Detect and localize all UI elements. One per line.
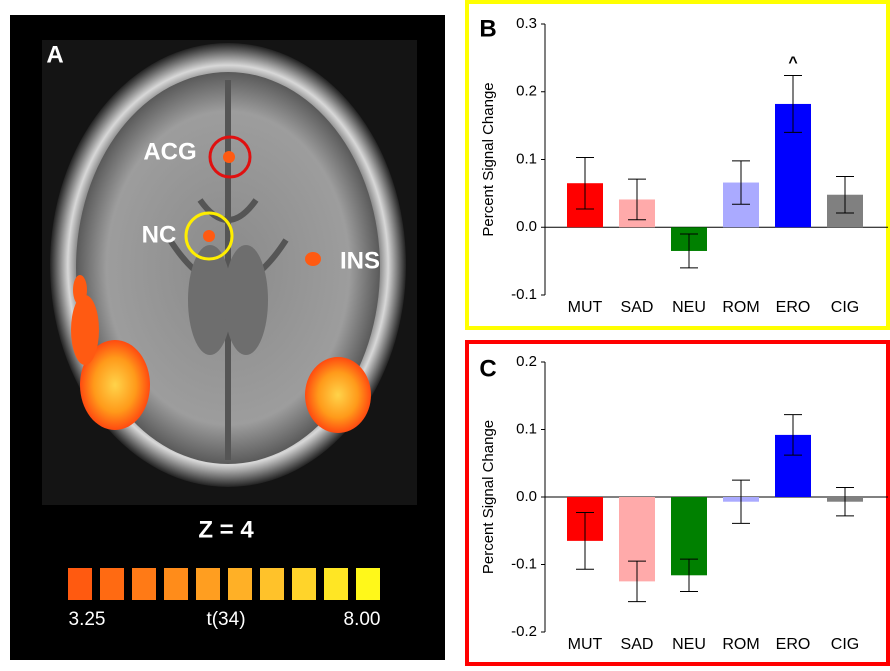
y-tick-label: -0.2	[511, 623, 537, 640]
activation-blob	[73, 275, 87, 305]
y-tick-label: 0.0	[516, 488, 537, 505]
x-tick-label: ERO	[776, 299, 811, 316]
activation-blob	[223, 151, 235, 163]
panel-label: A	[46, 41, 63, 68]
x-tick-label: MUT	[568, 636, 603, 653]
panel-label: C	[479, 355, 496, 382]
colorbar-swatch	[68, 568, 92, 600]
x-tick-label: SAD	[621, 636, 654, 653]
panel-label: B	[479, 15, 496, 42]
x-tick-label: NEU	[672, 636, 706, 653]
brain-structure	[224, 245, 268, 355]
region-label: INS	[340, 247, 380, 274]
y-tick-label: 0.1	[516, 420, 537, 437]
y-axis-label: Percent Signal Change	[480, 420, 497, 574]
y-tick-label: -0.1	[511, 555, 537, 572]
x-tick-label: SAD	[621, 299, 654, 316]
figure: A ACG NC INS Z = 4 3.25 t(34) 8.00 B Perc…	[0, 0, 890, 666]
x-tick-label: NEU	[672, 299, 706, 316]
y-tick-label: 0.0	[516, 218, 537, 235]
colorbar-swatch	[100, 568, 124, 600]
y-axis-label: Percent Signal Change	[480, 82, 497, 236]
colorbar-label: t(34)	[206, 609, 245, 630]
colorbar-max: 8.00	[344, 609, 381, 630]
y-tick-label: 0.2	[516, 83, 537, 100]
y-tick-label: 0.1	[516, 150, 537, 167]
x-tick-label: ROM	[722, 636, 759, 653]
x-tick-label: ROM	[722, 299, 759, 316]
activation-blob	[203, 230, 215, 242]
x-tick-label: CIG	[831, 636, 859, 653]
activation-blob	[71, 295, 99, 365]
slice-label: Z = 4	[198, 516, 254, 543]
x-tick-label: CIG	[831, 299, 859, 316]
region-label: NC	[142, 221, 177, 248]
colorbar-swatch	[356, 568, 380, 600]
colorbar-min: 3.25	[69, 609, 106, 630]
activation-blob	[305, 357, 371, 433]
colorbar-swatch	[164, 568, 188, 600]
colorbar-swatch	[228, 568, 252, 600]
y-tick-label: 0.3	[516, 15, 537, 32]
x-tick-label: MUT	[568, 299, 603, 316]
colorbar-swatch	[196, 568, 220, 600]
colorbar-swatch	[132, 568, 156, 600]
activation-blob	[305, 252, 321, 266]
colorbar-swatch	[260, 568, 284, 600]
y-tick-label: 0.2	[516, 353, 537, 370]
colorbar-swatch	[324, 568, 348, 600]
colorbar-swatch	[292, 568, 316, 600]
region-label: ACG	[143, 138, 196, 165]
x-tick-label: ERO	[776, 636, 811, 653]
y-tick-label: -0.1	[511, 286, 537, 303]
annotation: ^	[788, 55, 797, 72]
